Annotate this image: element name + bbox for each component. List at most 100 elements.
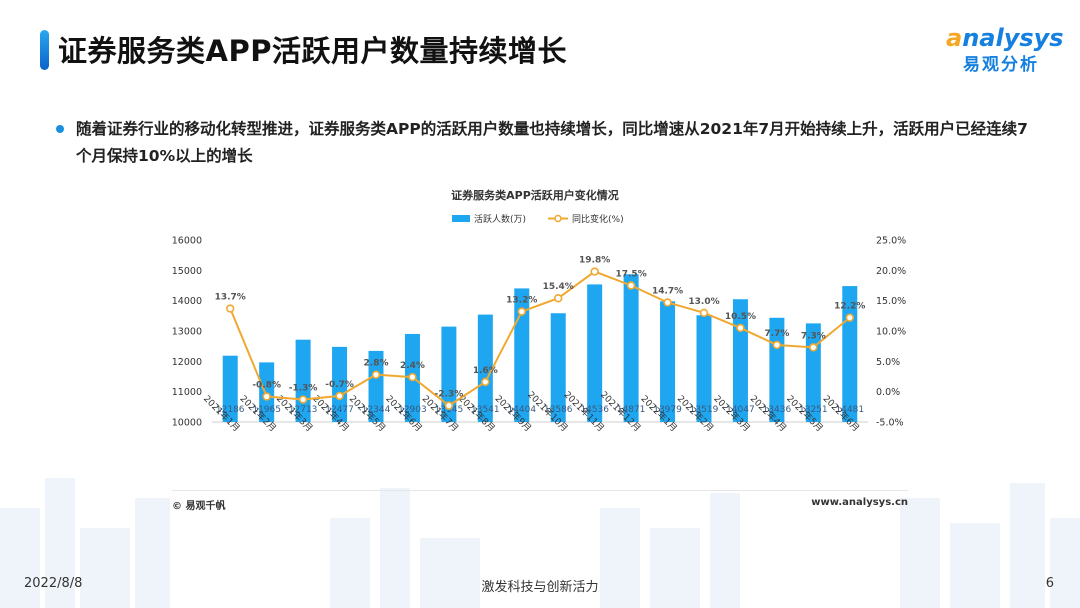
bar <box>660 301 676 422</box>
bar-value-label: 13586 <box>544 405 573 415</box>
bar <box>332 346 348 422</box>
bar-value-label: 12186 <box>216 405 245 415</box>
page-title: 证券服务类APP活跃用户数量持续增长 <box>58 34 567 68</box>
y-right-tick-label: 15.0% <box>876 296 906 307</box>
yoy-point <box>663 298 672 307</box>
bar-value-label: 13519 <box>690 405 719 415</box>
yoy-point <box>444 401 454 410</box>
y-right-tick-label: 10.0% <box>876 327 906 338</box>
title-accent-bar <box>40 30 49 70</box>
bar-value-label: 11965 <box>252 405 281 415</box>
analysys-logo: analysys 易观分析 <box>946 24 1064 75</box>
y-left-tick-label: 16000 <box>172 236 202 247</box>
yoy-value-label: 17.5% <box>615 270 646 280</box>
yoy-point <box>590 267 599 276</box>
yoy-point <box>226 304 235 313</box>
city-skyline-decoration <box>0 478 1080 608</box>
yoy-point <box>772 340 782 350</box>
chart-title: 证券服务类APP活跃用户变化情况 <box>451 188 619 202</box>
yoy-point <box>298 395 308 404</box>
yoy-value-label: 2.8% <box>364 359 389 369</box>
bar-value-label: 14404 <box>507 405 536 415</box>
yoy-value-label: 15.4% <box>543 282 574 292</box>
bar <box>514 288 530 422</box>
y-left-tick-label: 15000 <box>172 266 202 277</box>
bar <box>550 313 566 422</box>
yoy-value-label: 7.3% <box>801 331 826 341</box>
y-right-tick-label: 0.0% <box>876 387 900 398</box>
bar-value-label: 12344 <box>362 405 391 415</box>
bar <box>222 355 238 422</box>
page-number: 6 <box>1045 576 1054 591</box>
yoy-point <box>626 281 636 290</box>
yoy-value-label: 19.8% <box>579 256 610 266</box>
bar-value-label: 13251 <box>799 405 828 415</box>
legend-swatch-bars <box>452 215 470 222</box>
yoy-value-label: 10.5% <box>725 312 756 322</box>
yoy-point <box>408 372 417 382</box>
yoy-value-label: 2.4% <box>400 361 425 371</box>
logo-cn-text: 易观分析 <box>963 55 1039 75</box>
footer-slogan: 激发科技与创新活力 <box>481 580 599 595</box>
bar-value-label: 14536 <box>580 405 609 415</box>
chart-footer-divider <box>172 490 908 491</box>
bar <box>696 315 712 422</box>
bar-value-label: 12477 <box>325 405 354 415</box>
yoy-line <box>229 270 851 407</box>
yoy-value-label: 1.6% <box>473 366 498 376</box>
chart-source: © 易观千帆 <box>172 501 226 512</box>
y-right-tick-label: -5.0% <box>876 418 904 429</box>
yoy-value-label: 7.7% <box>764 329 789 339</box>
yoy-value-label: 13.2% <box>506 296 537 306</box>
yoy-value-label: 13.0% <box>688 297 719 307</box>
bar-value-label: 13436 <box>763 405 792 415</box>
bar-value-label: 14047 <box>726 405 755 415</box>
yoy-value-label: -2.3% <box>435 390 464 400</box>
y-right-tick-label: 20.0% <box>876 266 906 277</box>
bar-value-label: 12903 <box>398 405 427 415</box>
yoy-value-label: -1.3% <box>289 384 318 394</box>
legend-label-line: 同比变化(%) <box>572 213 624 225</box>
bar <box>623 274 639 422</box>
bar-value-label: 14871 <box>617 405 646 415</box>
bar <box>587 284 603 422</box>
y-left-tick-label: 12000 <box>172 357 202 368</box>
yoy-point <box>736 323 745 333</box>
y-right-tick-label: 25.0% <box>876 236 906 247</box>
footer-date: 2022/8/8 <box>24 576 83 591</box>
yoy-point <box>335 391 344 401</box>
legend-label-bars: 活跃人数(万) <box>474 213 526 225</box>
yoy-point <box>845 313 854 322</box>
yoy-value-label: 14.7% <box>652 286 683 296</box>
y-left-tick-label: 11000 <box>172 387 202 398</box>
y-right-tick-label: 5.0% <box>876 357 900 368</box>
yoy-point <box>699 308 709 318</box>
bar <box>259 362 275 422</box>
bar-value-label: 13145 <box>435 405 464 415</box>
yoy-point <box>481 377 490 387</box>
yoy-point <box>809 343 818 352</box>
description-text: 随着证券行业的移动化转型推进，证券服务类APP的活跃用户数量也持续增长，同比增速… <box>76 120 1028 165</box>
yoy-point <box>554 294 563 303</box>
bar-value-label: 14481 <box>835 405 864 415</box>
yoy-point <box>371 370 381 379</box>
bullet-dot <box>56 125 64 133</box>
chart-website: www.analysys.cn <box>811 497 908 508</box>
yoy-point <box>517 307 526 316</box>
bar <box>368 350 384 422</box>
bar-value-label: 12713 <box>289 405 318 415</box>
yoy-point <box>262 392 271 401</box>
bar-value-label: 13541 <box>471 405 500 415</box>
legend-swatch-marker <box>554 214 562 223</box>
y-left-tick-label: 10000 <box>172 418 202 429</box>
bar-value-label: 13979 <box>653 405 682 415</box>
yoy-value-label: -0.7% <box>325 380 354 390</box>
bar <box>477 314 493 422</box>
yoy-value-label: 13.7% <box>215 293 246 303</box>
yoy-value-label: -0.8% <box>252 381 281 391</box>
bar <box>441 326 457 422</box>
y-left-tick-label: 14000 <box>172 296 202 307</box>
yoy-value-label: 12.2% <box>834 302 865 312</box>
y-left-tick-label: 13000 <box>172 327 202 338</box>
